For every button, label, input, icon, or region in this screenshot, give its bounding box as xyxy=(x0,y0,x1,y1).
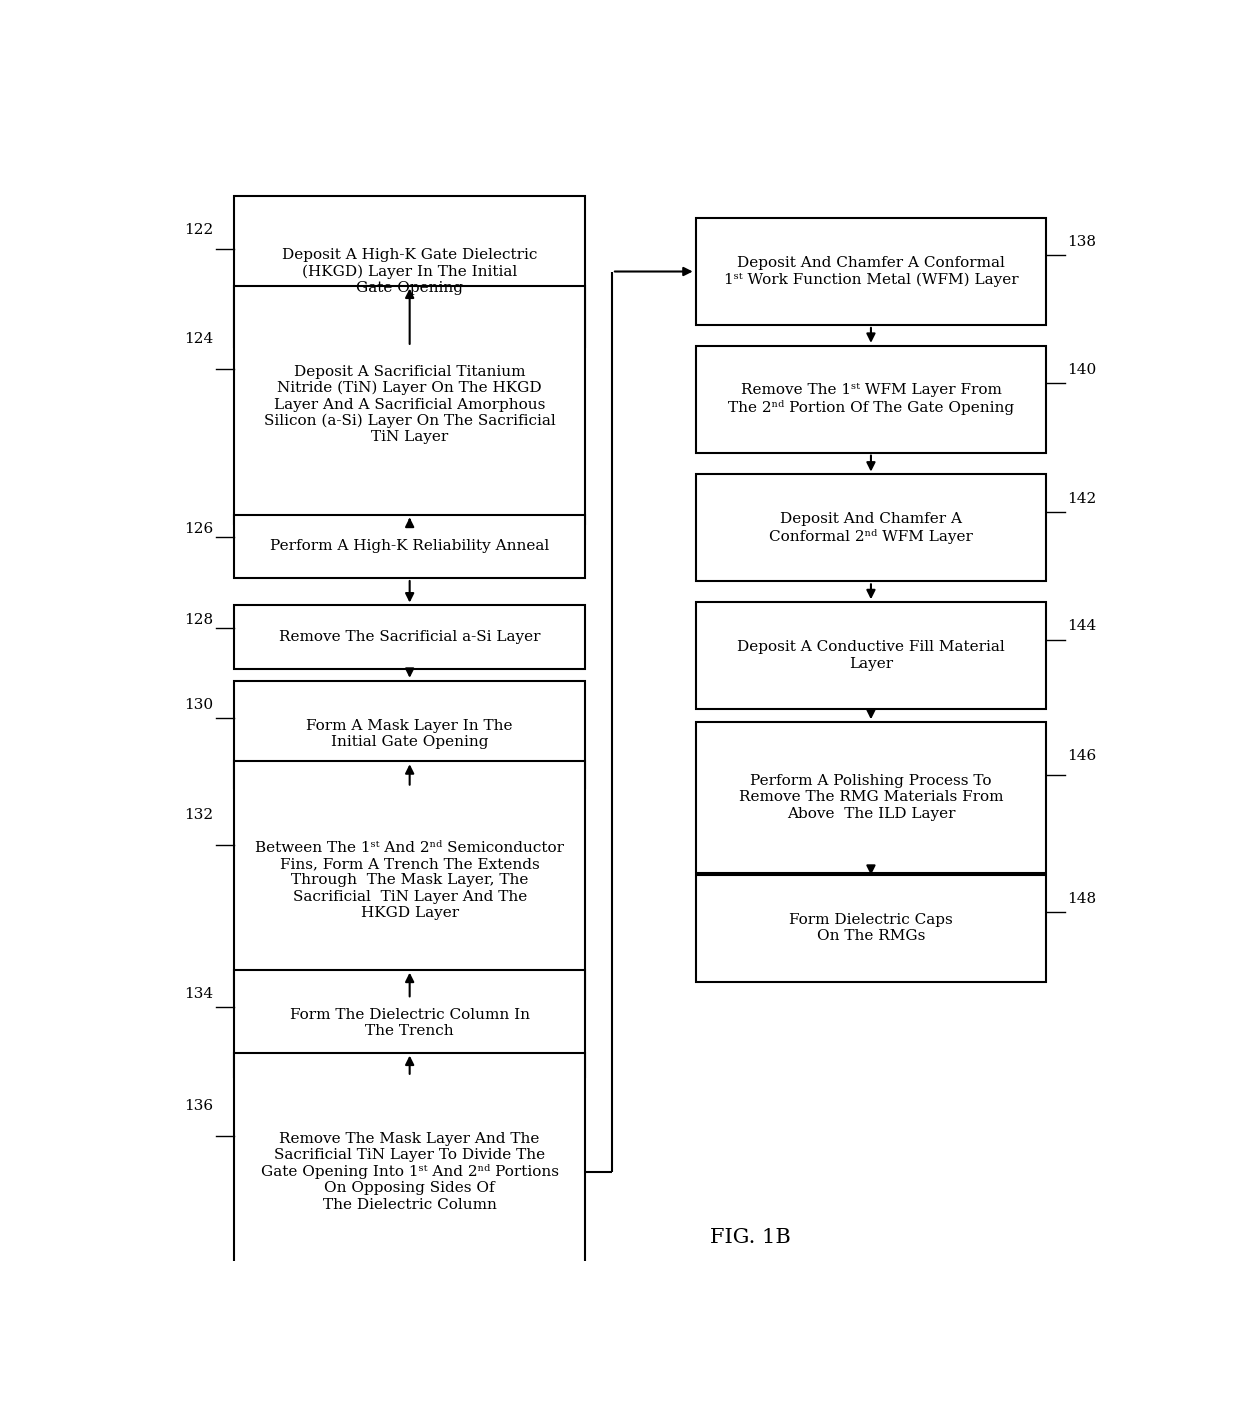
FancyBboxPatch shape xyxy=(234,680,585,788)
Text: 136: 136 xyxy=(184,1100,213,1114)
Text: Perform A Polishing Process To
Remove The RMG Materials From
Above  The ILD Laye: Perform A Polishing Process To Remove Th… xyxy=(739,774,1003,820)
Text: 146: 146 xyxy=(1068,750,1096,762)
FancyBboxPatch shape xyxy=(234,286,585,523)
FancyBboxPatch shape xyxy=(234,196,585,347)
Text: 124: 124 xyxy=(184,332,213,346)
Text: 122: 122 xyxy=(184,222,213,237)
FancyBboxPatch shape xyxy=(234,514,585,578)
FancyBboxPatch shape xyxy=(234,1053,585,1291)
Text: Remove The Mask Layer And The
Sacrificial TiN Layer To Divide The
Gate Opening I: Remove The Mask Layer And The Sacrificia… xyxy=(260,1132,559,1212)
Text: 132: 132 xyxy=(184,808,213,822)
Text: Deposit And Chamfer A
Conformal 2ⁿᵈ WFM Layer: Deposit And Chamfer A Conformal 2ⁿᵈ WFM … xyxy=(769,512,973,544)
Text: Deposit And Chamfer A Conformal
1ˢᵗ Work Function Metal (WFM) Layer: Deposit And Chamfer A Conformal 1ˢᵗ Work… xyxy=(724,256,1018,286)
FancyBboxPatch shape xyxy=(696,218,1047,324)
Text: Perform A High-K Reliability Anneal: Perform A High-K Reliability Anneal xyxy=(270,540,549,554)
FancyBboxPatch shape xyxy=(696,723,1047,873)
Text: 126: 126 xyxy=(184,521,213,536)
Text: 144: 144 xyxy=(1068,619,1096,633)
Text: FIG. 1B: FIG. 1B xyxy=(711,1227,791,1247)
Text: Deposit A Conductive Fill Material
Layer: Deposit A Conductive Fill Material Layer xyxy=(737,640,1004,670)
Text: Remove The Sacrificial a-Si Layer: Remove The Sacrificial a-Si Layer xyxy=(279,631,541,645)
FancyBboxPatch shape xyxy=(234,761,585,999)
FancyBboxPatch shape xyxy=(696,602,1047,708)
Text: 128: 128 xyxy=(184,612,213,626)
Text: Form A Mask Layer In The
Initial Gate Opening: Form A Mask Layer In The Initial Gate Op… xyxy=(306,718,513,750)
Text: Between The 1ˢᵗ And 2ⁿᵈ Semiconductor
Fins, Form A Trench The Extends
Through  T: Between The 1ˢᵗ And 2ⁿᵈ Semiconductor Fi… xyxy=(255,840,564,920)
Text: 148: 148 xyxy=(1068,891,1096,905)
Text: 138: 138 xyxy=(1068,235,1096,249)
Text: 130: 130 xyxy=(184,697,213,711)
FancyBboxPatch shape xyxy=(696,475,1047,581)
Text: Deposit A Sacrificial Titanium
Nitride (TiN) Layer On The HKGD
Layer And A Sacri: Deposit A Sacrificial Titanium Nitride (… xyxy=(264,364,556,445)
Text: 134: 134 xyxy=(184,986,213,1000)
Text: Deposit A High-K Gate Dielectric
(HKGD) Layer In The Initial
Gate Opening: Deposit A High-K Gate Dielectric (HKGD) … xyxy=(281,248,537,295)
FancyBboxPatch shape xyxy=(696,874,1047,982)
FancyBboxPatch shape xyxy=(234,969,585,1077)
Text: Remove The 1ˢᵗ WFM Layer From
The 2ⁿᵈ Portion Of The Gate Opening: Remove The 1ˢᵗ WFM Layer From The 2ⁿᵈ Po… xyxy=(728,384,1014,415)
FancyBboxPatch shape xyxy=(696,346,1047,452)
Text: Form Dielectric Caps
On The RMGs: Form Dielectric Caps On The RMGs xyxy=(789,913,952,944)
Text: 140: 140 xyxy=(1068,363,1096,377)
Text: 142: 142 xyxy=(1068,492,1096,506)
Text: Form The Dielectric Column In
The Trench: Form The Dielectric Column In The Trench xyxy=(290,1007,529,1039)
FancyBboxPatch shape xyxy=(234,605,585,669)
